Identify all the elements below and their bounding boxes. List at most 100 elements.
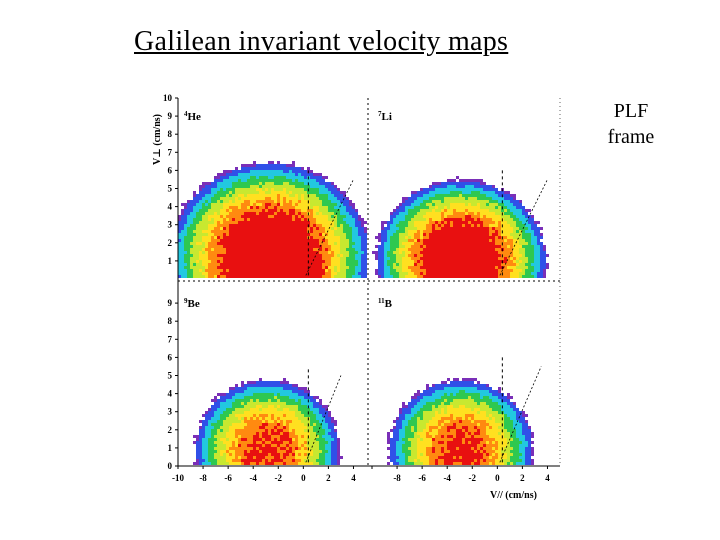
heatmap-cell (492, 263, 495, 266)
heatmap-cell (477, 179, 480, 182)
heatmap-cell (489, 272, 492, 275)
heatmap-cell (438, 257, 441, 260)
heatmap-cell (238, 230, 241, 233)
heatmap-cell (211, 188, 214, 191)
heatmap-cell (396, 212, 399, 215)
heatmap-cell (304, 438, 307, 441)
heatmap-cell (220, 408, 223, 411)
heatmap-cell (444, 254, 447, 257)
heatmap-cell (229, 441, 232, 444)
heatmap-cell (498, 263, 501, 266)
heatmap-cell (319, 248, 322, 251)
heatmap-cell (393, 218, 396, 221)
heatmap-cell (396, 239, 399, 242)
heatmap-cell (301, 432, 304, 435)
heatmap-cell (226, 453, 229, 456)
heatmap-cell (319, 417, 322, 420)
heatmap-cell (277, 197, 280, 200)
heatmap-cell (292, 390, 295, 393)
heatmap-cell (325, 230, 328, 233)
heatmap-cell (280, 438, 283, 441)
heatmap-cell (289, 411, 292, 414)
heatmap-cell (450, 269, 453, 272)
heatmap-cell (498, 203, 501, 206)
heatmap-cell (402, 405, 405, 408)
heatmap-cell (289, 447, 292, 450)
heatmap-cell (432, 185, 435, 188)
heatmap-cell (519, 251, 522, 254)
heatmap-cell (343, 191, 346, 194)
heatmap-cell (259, 200, 262, 203)
heatmap-cell (420, 266, 423, 269)
heatmap-cell (274, 239, 277, 242)
heatmap-cell (220, 405, 223, 408)
heatmap-cell (393, 245, 396, 248)
heatmap-cell (384, 236, 387, 239)
heatmap-cell (540, 257, 543, 260)
heatmap-cell (268, 462, 271, 465)
heatmap-cell (387, 432, 390, 435)
heatmap-cell (319, 399, 322, 402)
heatmap-cell (208, 230, 211, 233)
heatmap-cell (238, 179, 241, 182)
heatmap-cell (387, 233, 390, 236)
heatmap-cell (343, 230, 346, 233)
heatmap-cell (465, 224, 468, 227)
heatmap-cell (277, 257, 280, 260)
heatmap-cell (265, 239, 268, 242)
heatmap-cell (489, 185, 492, 188)
heatmap-cell (193, 245, 196, 248)
heatmap-cell (393, 426, 396, 429)
heatmap-cell (387, 260, 390, 263)
heatmap-cell (420, 263, 423, 266)
heatmap-cell (250, 230, 253, 233)
heatmap-cell (510, 203, 513, 206)
heatmap-cell (531, 251, 534, 254)
heatmap-cell (459, 245, 462, 248)
heatmap-cell (268, 441, 271, 444)
heatmap-cell (211, 266, 214, 269)
heatmap-cell (295, 194, 298, 197)
heatmap-cell (468, 251, 471, 254)
heatmap-cell (256, 185, 259, 188)
heatmap-cell (238, 408, 241, 411)
heatmap-cell (256, 212, 259, 215)
heatmap-cell (310, 236, 313, 239)
heatmap-cell (244, 215, 247, 218)
heatmap-cell (280, 167, 283, 170)
heatmap-cell (262, 191, 265, 194)
heatmap-cell (193, 206, 196, 209)
heatmap-cell (262, 182, 265, 185)
heatmap-cell (208, 275, 211, 278)
heatmap-cell (226, 272, 229, 275)
heatmap-cell (468, 194, 471, 197)
heatmap-cell (384, 245, 387, 248)
heatmap-cell (313, 194, 316, 197)
heatmap-cell (453, 245, 456, 248)
heatmap-cell (208, 432, 211, 435)
heatmap-cell (328, 432, 331, 435)
heatmap-cell (319, 408, 322, 411)
heatmap-cell (211, 447, 214, 450)
heatmap-cell (328, 420, 331, 423)
heatmap-cell (319, 275, 322, 278)
heatmap-cell (322, 182, 325, 185)
heatmap-panel-4: 11B (378, 297, 542, 465)
heatmap-cell (256, 257, 259, 260)
heatmap-cell (325, 462, 328, 465)
heatmap-cell (325, 209, 328, 212)
heatmap-cell (235, 230, 238, 233)
heatmap-cell (301, 402, 304, 405)
heatmap-cell (352, 224, 355, 227)
heatmap-cell (432, 272, 435, 275)
heatmap-cell (238, 248, 241, 251)
heatmap-cell (232, 269, 235, 272)
heatmap-cell (429, 248, 432, 251)
heatmap-cell (301, 263, 304, 266)
heatmap-cell (304, 209, 307, 212)
heatmap-cell (441, 218, 444, 221)
heatmap-cell (199, 272, 202, 275)
heatmap-cell (220, 435, 223, 438)
heatmap-cell (241, 254, 244, 257)
heatmap-cell (292, 254, 295, 257)
